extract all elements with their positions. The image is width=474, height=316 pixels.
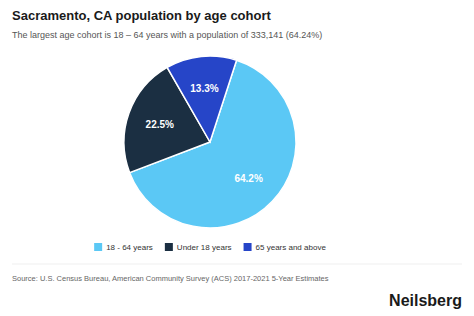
legend-item: 18 - 64 years <box>94 243 153 252</box>
brand: Neilsberg <box>389 292 462 309</box>
pie <box>124 56 296 228</box>
legend-item: Under 18 years <box>165 243 232 252</box>
legend-swatch <box>244 243 252 251</box>
legend-label: 65 years and above <box>256 243 327 252</box>
pie-slice <box>167 56 236 142</box>
source: Source: U.S. Census Bureau, American Com… <box>12 274 329 283</box>
legend-label: Under 18 years <box>177 243 232 252</box>
data-label: 64.2% <box>234 173 262 184</box>
data-labels: 64.2% 22.5% 13.3% <box>146 83 263 184</box>
data-label: 22.5% <box>146 119 174 130</box>
legend-label: 18 - 64 years <box>106 243 153 252</box>
chart: Sacramento, CA population by age cohort T… <box>0 0 474 316</box>
legend-swatch <box>94 243 102 251</box>
legend: 18 - 64 years Under 18 years 65 years and … <box>94 243 326 252</box>
separator <box>12 264 462 265</box>
legend-item: 65 years and above <box>244 243 327 252</box>
legend-swatch <box>165 243 173 251</box>
data-label: 13.3% <box>190 83 218 94</box>
subtitle: The largest age cohort is 18 – 64 years … <box>12 30 322 40</box>
title: Sacramento, CA population by age cohort <box>12 8 271 23</box>
